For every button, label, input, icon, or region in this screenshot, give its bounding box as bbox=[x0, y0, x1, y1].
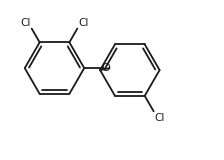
Text: Cl: Cl bbox=[155, 113, 165, 123]
Text: O: O bbox=[102, 63, 110, 73]
Text: Cl: Cl bbox=[78, 18, 89, 28]
Text: Cl: Cl bbox=[20, 18, 31, 28]
